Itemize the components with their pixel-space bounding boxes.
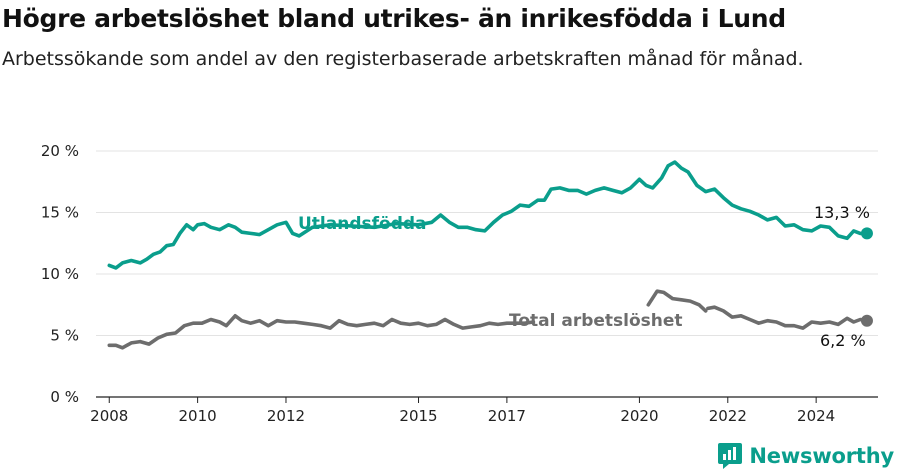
x-tick-label: 2008 <box>90 407 128 425</box>
series-line-utl <box>107 160 869 270</box>
y-tick-label: 10 % <box>41 265 79 283</box>
newsworthy-logo-icon <box>718 443 743 469</box>
label-layer: Utlandsfödda Total arbetslöshet 13,3 % 6… <box>298 203 870 350</box>
series-line-tot <box>646 289 708 313</box>
x-axis: 2008 2010 2012 2015 2017 2020 2022 2024 <box>90 397 835 425</box>
y-tick-label: 5 % <box>50 327 79 345</box>
x-tick-label: 2010 <box>179 407 217 425</box>
end-label-total: 6,2 % <box>820 331 866 350</box>
series-line-tot <box>107 314 536 350</box>
y-axis: 0 % 5 % 10 % 15 % 20 % <box>41 142 79 406</box>
x-tick-label: 2017 <box>488 407 526 425</box>
x-tick-label: 2015 <box>399 407 437 425</box>
brand-name: Newsworthy <box>749 444 894 468</box>
y-tick-label: 0 % <box>50 388 79 406</box>
end-point-tot <box>860 314 873 327</box>
end-label-utlandsfodda: 13,3 % <box>814 203 870 222</box>
brand-logo: Newsworthy <box>717 442 894 470</box>
series-line-tot <box>706 305 869 330</box>
y-tick-label: 15 % <box>41 204 79 222</box>
chart-title: Högre arbetslöshet bland utrikes- än inr… <box>2 4 786 33</box>
grid-layer <box>96 150 878 398</box>
series-label-utlandsfodda: Utlandsfödda <box>298 214 427 234</box>
series-label-total: Total arbetslöshet <box>509 311 683 331</box>
chart-subtitle: Arbetssökande som andel av den registerb… <box>2 48 804 70</box>
x-tick-label: 2012 <box>267 407 305 425</box>
series-layer <box>107 160 873 350</box>
y-tick-label: 20 % <box>41 142 79 160</box>
x-tick-label: 2022 <box>709 407 747 425</box>
x-tick-label: 2024 <box>797 407 835 425</box>
x-tick-label: 2020 <box>620 407 658 425</box>
end-point-utl <box>860 227 873 240</box>
